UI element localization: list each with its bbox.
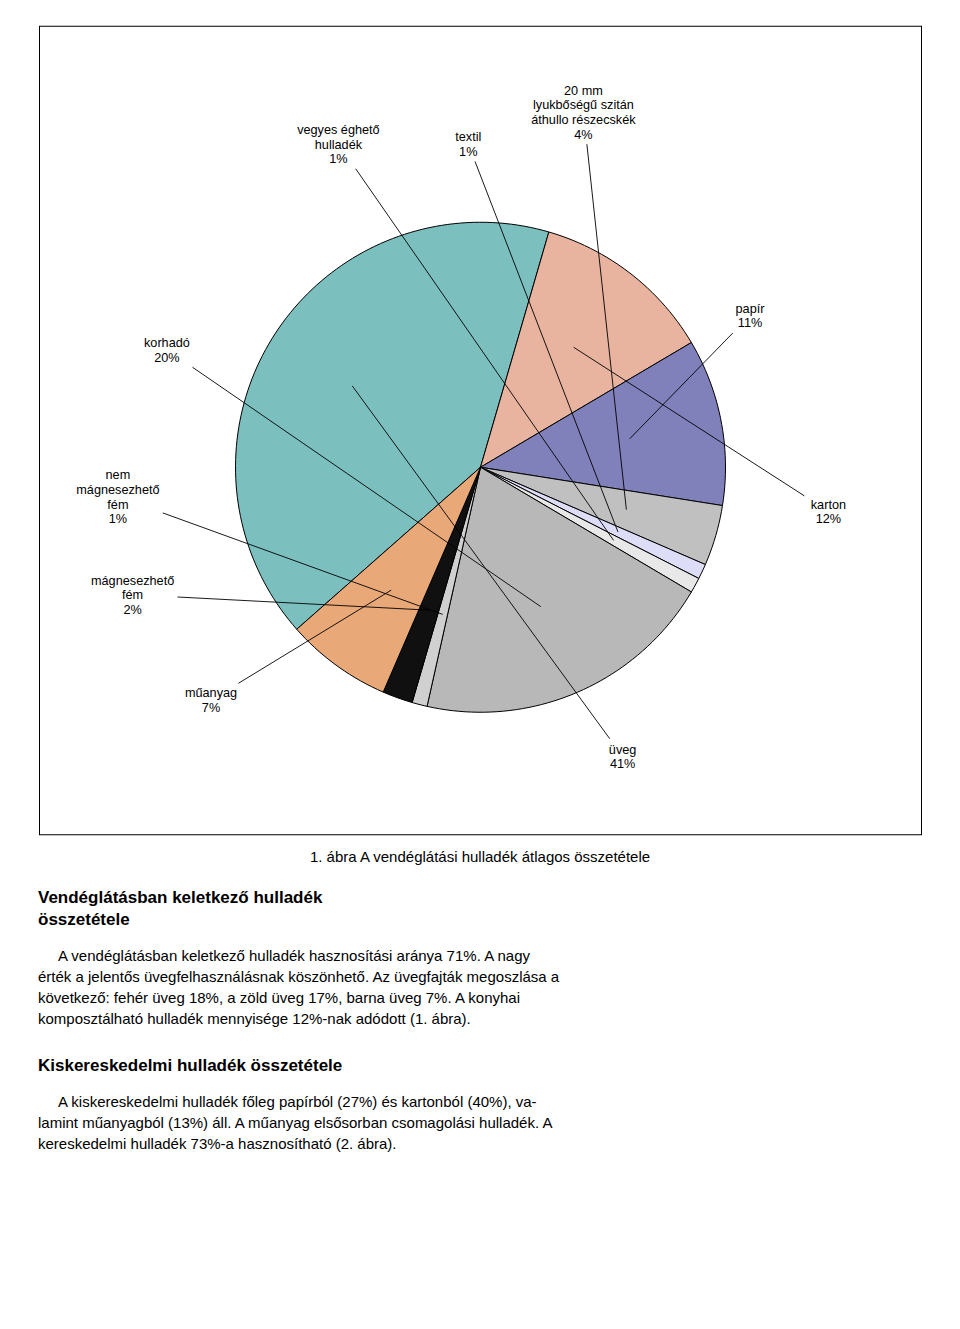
svg-text:vegyes éghetőhulladék1%: vegyes éghetőhulladék1% — [297, 123, 380, 166]
html-text:A kiskereskedelmi hulladék fől: A kiskereskedelmi hulladék főleg papírbó… — [38, 1093, 553, 1153]
svg-text:mágnesezhetőfém2%: mágnesezhetőfém2% — [91, 574, 174, 617]
html-text:A vendéglátásban keletkező hul: A vendéglátásban keletkező hulladék hasz… — [38, 947, 560, 1028]
svg-text:műanyag7%: műanyag7% — [185, 686, 237, 715]
svg-text:papír11%: papír11% — [736, 302, 766, 331]
svg-text:üveg41%: üveg41% — [609, 743, 637, 772]
svg-text:nemmágnesezhetőfém1%: nemmágnesezhetőfém1% — [76, 468, 159, 526]
html-text:Kiskereskedelmi hulladék össze: Kiskereskedelmi hulladék összetétele — [38, 1056, 343, 1076]
html-text:Vendéglátásban keletkező hulla: Vendéglátásban keletkező hulladék összet… — [38, 888, 323, 930]
svg-text:20 mmlyukbőségű szitánáthullo: 20 mmlyukbőségű szitánáthullo részecskék… — [531, 84, 636, 142]
svg-text:textil1%: textil1% — [455, 130, 481, 159]
html-text:1. ábra A vendéglátási hulladé: 1. ábra A vendéglátási hulladék átlagos … — [309, 848, 651, 865]
svg-text:korhadó20%: korhadó20% — [144, 336, 190, 365]
svg-text:karton12%: karton12% — [811, 498, 846, 527]
